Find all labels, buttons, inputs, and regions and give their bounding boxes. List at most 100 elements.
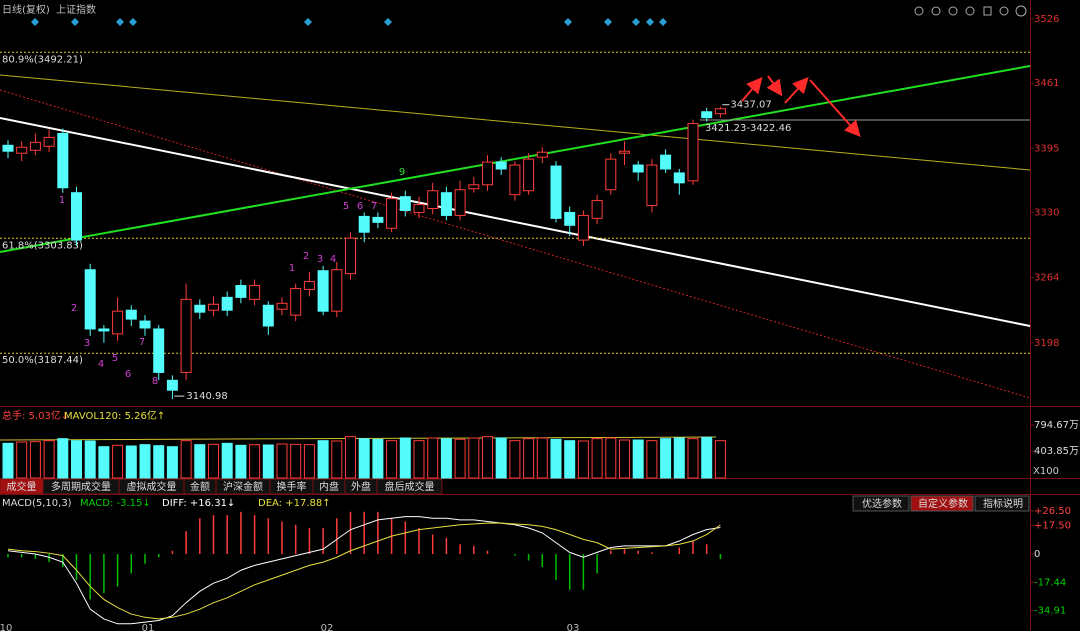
volume-bar bbox=[180, 440, 192, 479]
sequence-label: 4 bbox=[98, 359, 104, 370]
param-button-label[interactable]: 优选参数 bbox=[862, 497, 902, 510]
volume-bar bbox=[482, 436, 493, 479]
tab-label[interactable]: 内盘 bbox=[319, 480, 339, 493]
candle-body bbox=[290, 287, 302, 316]
param-button-label[interactable]: 指标说明 bbox=[983, 497, 1023, 510]
candle-body bbox=[180, 298, 192, 373]
candle-body bbox=[235, 285, 247, 298]
candle-body bbox=[71, 192, 82, 241]
tab[interactable] bbox=[376, 478, 443, 495]
volume-bar bbox=[290, 443, 302, 479]
y-tick-label: 3461 bbox=[1034, 78, 1059, 89]
candle-body bbox=[701, 111, 713, 119]
volume-bar bbox=[43, 440, 55, 479]
candle-body bbox=[153, 328, 165, 373]
volume-bar bbox=[235, 444, 247, 479]
candle-body bbox=[523, 158, 535, 192]
candle-body bbox=[276, 302, 288, 310]
y-tick-label: +17.50 bbox=[1034, 521, 1071, 532]
volume-unit: X100 bbox=[1033, 466, 1059, 477]
sequence-label: 5 bbox=[343, 201, 349, 212]
volume-bar bbox=[454, 438, 466, 479]
param-button-label[interactable]: 自定义参数 bbox=[918, 497, 968, 510]
y-tick-label: +26.50 bbox=[1034, 506, 1071, 517]
sequence-label: 7 bbox=[371, 201, 377, 212]
y-tick-label: 3264 bbox=[1034, 273, 1059, 284]
candle-body bbox=[57, 132, 69, 189]
candle-body bbox=[399, 196, 411, 211]
volume-bar bbox=[714, 440, 726, 479]
volume-total: 总手: 5.03亿↓ bbox=[2, 409, 69, 422]
candle-body bbox=[98, 328, 110, 332]
tab-label[interactable]: 换手率 bbox=[277, 480, 307, 493]
candle-body bbox=[454, 189, 466, 216]
candle-body bbox=[495, 161, 507, 170]
candle-body bbox=[29, 141, 41, 151]
volume-bar bbox=[619, 439, 630, 479]
candle-body bbox=[427, 190, 439, 210]
sequence-label: 3 bbox=[317, 254, 323, 265]
candle-body bbox=[440, 192, 452, 216]
candle-body bbox=[84, 269, 96, 330]
candle-body bbox=[16, 146, 28, 154]
x-tick-label: 01 bbox=[142, 623, 155, 631]
volume-bar bbox=[372, 438, 384, 479]
volume-bar bbox=[440, 438, 452, 479]
x-tick-label: 02 bbox=[321, 623, 334, 631]
candle-body bbox=[509, 164, 521, 196]
tab-label[interactable]: 金额 bbox=[190, 480, 210, 493]
volume-bar bbox=[262, 444, 274, 479]
volume-bar bbox=[112, 444, 124, 479]
volume-bar bbox=[701, 436, 713, 479]
candle-body bbox=[249, 285, 261, 300]
sequence-label: 2 bbox=[303, 251, 309, 262]
candle-body bbox=[646, 164, 658, 207]
dea-value: DEA: +17.88↑ bbox=[258, 498, 331, 509]
tab-label[interactable]: 成交量 bbox=[7, 480, 37, 493]
volume-bar bbox=[71, 440, 82, 479]
sequence-label: 1 bbox=[59, 195, 65, 206]
volume-bar bbox=[605, 437, 617, 479]
volume-bar bbox=[153, 445, 165, 479]
toolbar-icons[interactable] bbox=[914, 5, 1027, 17]
sequence-label: 8 bbox=[152, 376, 158, 387]
candle-body bbox=[632, 164, 644, 173]
volume-bar bbox=[98, 446, 110, 479]
volume-bar bbox=[125, 445, 137, 479]
sequence-label: 4 bbox=[330, 254, 336, 265]
tab-label[interactable]: 盘后成交量 bbox=[385, 480, 435, 493]
param-button[interactable] bbox=[852, 495, 910, 512]
candle-body bbox=[358, 215, 370, 233]
volume-bar bbox=[16, 441, 28, 479]
signal-diamonds bbox=[31, 18, 667, 26]
candle-body bbox=[577, 214, 589, 241]
sequence-label: 7 bbox=[139, 337, 145, 348]
y-tick-label: 3526 bbox=[1034, 14, 1059, 25]
tab-label[interactable]: 沪深金额 bbox=[223, 480, 263, 493]
candle-body bbox=[317, 270, 329, 312]
y-tick-label: -17.44 bbox=[1034, 577, 1066, 588]
candle-body bbox=[605, 158, 617, 191]
param-button[interactable] bbox=[974, 495, 1030, 512]
volume-bar bbox=[687, 438, 699, 479]
candle-body bbox=[673, 172, 685, 184]
candle-body bbox=[125, 309, 137, 320]
tab-label[interactable]: 虚拟成交量 bbox=[127, 480, 177, 493]
volume-bar bbox=[194, 444, 206, 479]
volume-bar bbox=[564, 440, 576, 479]
candle-body bbox=[482, 161, 493, 186]
volume-bar bbox=[221, 442, 233, 479]
sequence-label: 9 bbox=[399, 167, 405, 178]
fib-label: 80.9%(3492.21) bbox=[2, 54, 83, 65]
y-tick-label: 3198 bbox=[1034, 338, 1059, 349]
macd-value: MACD: -3.15↓ bbox=[80, 498, 151, 509]
tab-label[interactable]: 多周期成交量 bbox=[51, 480, 111, 493]
low-label: 3140.98 bbox=[186, 391, 227, 402]
candle-body bbox=[468, 184, 480, 190]
mavol-label: MAVOL120: 5.26亿↑ bbox=[64, 409, 165, 422]
tab-label[interactable]: 外盘 bbox=[351, 480, 371, 493]
sequence-label: 5 bbox=[112, 353, 118, 364]
param-button[interactable] bbox=[910, 495, 974, 512]
